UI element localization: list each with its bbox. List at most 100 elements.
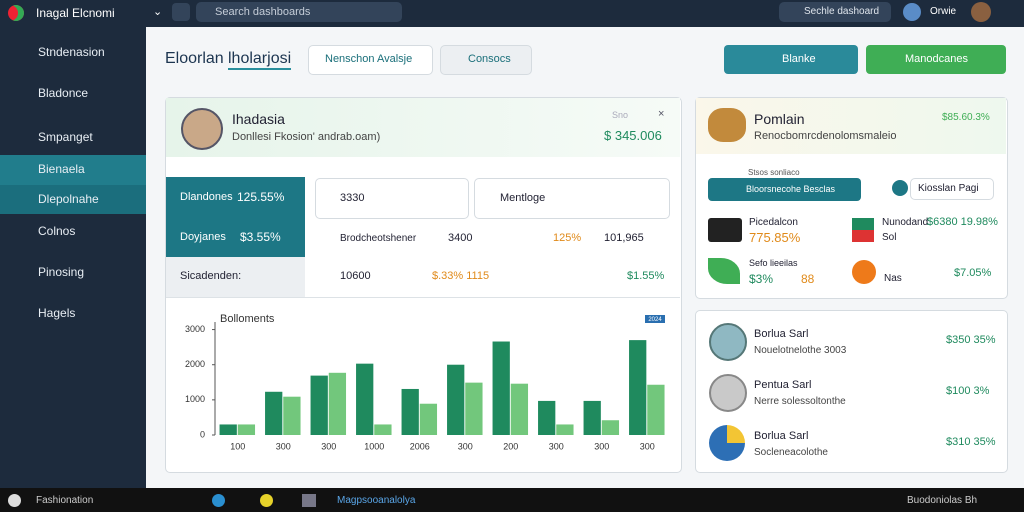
card[interactable] bbox=[474, 178, 670, 219]
row-text: $1.55% bbox=[627, 270, 665, 282]
sidebar bbox=[0, 27, 146, 488]
button[interactable] bbox=[708, 178, 861, 201]
nav-item[interactable]: Pinosing bbox=[38, 265, 85, 279]
chart-title: Bolloments bbox=[220, 313, 275, 325]
stat-value: $3.55% bbox=[240, 230, 281, 244]
y-tick-label: 2000 bbox=[185, 359, 205, 369]
right-search[interactable] bbox=[779, 2, 891, 22]
coin-value: $100 3% bbox=[946, 385, 990, 397]
icon bbox=[852, 218, 874, 242]
bar bbox=[356, 363, 374, 435]
coin-name: Pentua Sarl bbox=[754, 379, 812, 391]
card[interactable] bbox=[315, 178, 469, 219]
bar bbox=[492, 341, 510, 435]
search-icon[interactable] bbox=[172, 3, 190, 21]
stat-label: Dlandones bbox=[180, 191, 233, 203]
bar bbox=[629, 340, 647, 435]
taskbar-app[interactable]: Magpsooanalolya bbox=[337, 495, 416, 506]
y-tick-label: 1000 bbox=[185, 394, 205, 404]
button-text: Manodcanes bbox=[905, 53, 968, 65]
chevron[interactable]: ⌄ bbox=[153, 6, 163, 18]
tab[interactable]: Nenschon Avalsje bbox=[325, 53, 413, 65]
bar bbox=[601, 420, 620, 435]
link[interactable]: Kiosslan Pagi bbox=[918, 183, 979, 194]
app-name: Inagal Elcnomi bbox=[36, 6, 115, 20]
profile-pic[interactable] bbox=[971, 2, 991, 22]
nav-item[interactable]: Colnos bbox=[38, 224, 76, 238]
coin-name: Borlua Sarl bbox=[754, 430, 809, 442]
stat-block bbox=[166, 257, 305, 297]
close[interactable]: × bbox=[658, 108, 665, 120]
x-tick-label: 1000 bbox=[364, 441, 384, 451]
row-text: Brodcheotshener bbox=[340, 233, 417, 244]
icon bbox=[708, 258, 740, 284]
nav-item[interactable]: Bienaela bbox=[38, 162, 85, 176]
button[interactable] bbox=[866, 45, 1006, 74]
stat-block bbox=[166, 177, 305, 257]
nav-item[interactable]: Hagels bbox=[38, 306, 76, 320]
legend-box bbox=[645, 315, 665, 323]
start[interactable] bbox=[8, 494, 21, 507]
label: Picedalcon bbox=[749, 217, 798, 228]
avatar bbox=[181, 108, 223, 150]
label: Nunodand bbox=[882, 217, 929, 228]
x-tick-label: 200 bbox=[503, 441, 518, 451]
search-text: Search dashboards bbox=[215, 6, 311, 18]
stat-label: Sicadenden: bbox=[180, 270, 242, 282]
subtitle: Renocbomrcdenolomsmaleio bbox=[754, 130, 897, 142]
x-tick-label: 300 bbox=[640, 441, 655, 451]
chart: Bolloments 2024 0 1000 2000 3000 100 300 300 10… bbox=[185, 313, 665, 451]
coin-icon bbox=[709, 425, 745, 461]
x-tick-label: 300 bbox=[594, 441, 609, 451]
x-tick-label: 2006 bbox=[410, 441, 430, 451]
panel-head bbox=[696, 98, 1006, 154]
search-box[interactable] bbox=[196, 2, 402, 22]
tab[interactable]: Consocs bbox=[468, 53, 511, 65]
panel bbox=[695, 310, 1008, 473]
amount: $85.60.3% bbox=[942, 112, 990, 123]
bar bbox=[401, 388, 419, 435]
row-text: 3400 bbox=[448, 232, 473, 244]
value: $3% bbox=[749, 272, 774, 286]
coin-sub: Nouelotnelothe 3003 bbox=[754, 345, 847, 356]
button[interactable] bbox=[724, 45, 858, 74]
legend-label: 2024 bbox=[648, 317, 662, 323]
label: Nas bbox=[884, 273, 902, 284]
bar bbox=[265, 391, 283, 435]
coin-sub: Socleneacolothe bbox=[754, 447, 828, 458]
label: Sefo lieeilas bbox=[749, 258, 798, 268]
user-name: Orwie bbox=[930, 6, 957, 17]
row-text: 101,965 bbox=[604, 232, 644, 244]
row-text: 10600 bbox=[340, 270, 371, 282]
bar bbox=[419, 403, 438, 435]
button-text: Blanke bbox=[782, 53, 816, 65]
value: 775.85% bbox=[749, 230, 801, 245]
avatar[interactable] bbox=[903, 3, 921, 21]
tab-box[interactable] bbox=[440, 45, 532, 75]
stat-label: Doyjanes bbox=[180, 231, 226, 243]
y-tick-label: 0 bbox=[200, 429, 205, 439]
active-item-bg bbox=[0, 155, 146, 185]
task-icon[interactable] bbox=[212, 494, 225, 507]
row-text: 125% bbox=[553, 232, 582, 244]
nav-item[interactable]: Smpanget bbox=[38, 130, 93, 144]
card-text: Mentloge bbox=[500, 192, 546, 204]
page-title: Eloorlan bbox=[165, 50, 224, 67]
subtitle: Donllesi Fkosion' andrab.oam) bbox=[232, 131, 381, 143]
nav-item[interactable]: Bladonce bbox=[38, 86, 89, 100]
nav-item[interactable]: Stndenasion bbox=[38, 45, 105, 59]
link-box[interactable] bbox=[910, 178, 994, 200]
taskbar bbox=[0, 488, 1024, 512]
bar bbox=[237, 424, 256, 435]
bar bbox=[556, 424, 574, 435]
nav-item[interactable]: Dlepolnahe bbox=[38, 192, 99, 206]
y-tick-label: 3000 bbox=[185, 324, 205, 334]
bar bbox=[583, 400, 601, 435]
bar bbox=[283, 396, 301, 435]
x-tick-label: 300 bbox=[321, 441, 336, 451]
x-tick-label: 300 bbox=[549, 441, 564, 451]
task-icon[interactable] bbox=[260, 494, 273, 507]
icon bbox=[892, 180, 908, 196]
task-icon[interactable] bbox=[302, 494, 316, 507]
